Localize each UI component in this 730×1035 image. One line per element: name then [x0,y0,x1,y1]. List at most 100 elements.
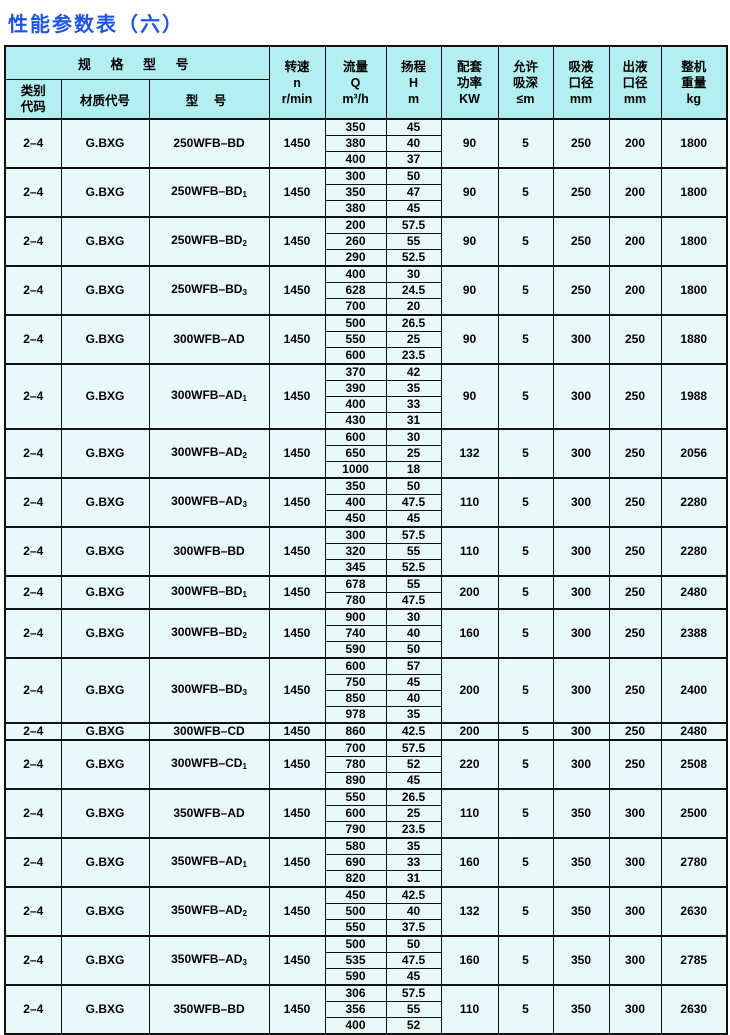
suction-depth-cell: 5 [497,935,554,986]
head-cell: 55 [385,575,442,593]
flow-cell: 500 [324,314,387,332]
material-code-cell: G.BXG [60,477,150,528]
header-class-code: 类别 代码 [4,79,62,120]
head-cell: 30 [385,608,442,626]
material-code-cell: G.BXG [60,886,150,937]
header-line: 允许 [513,59,539,74]
model-subscript: 3 [242,499,247,509]
header-power: 配套 功率 KW [440,45,499,120]
flow-cell: 600 [324,347,387,365]
head-cell: 45 [385,510,442,528]
table-row: 2–4 G.BXG 300WFB–AD 1450 500 26.5 90 5 300 250 188… [4,314,728,365]
flow-cell: 320 [324,543,387,560]
flow-cell: 306 [324,984,387,1002]
speed-cell: 1450 [268,477,326,528]
weight-cell: 2388 [660,608,728,659]
flow-cell: 400 [324,396,387,413]
inlet-diameter-cell: 300 [552,526,610,577]
header-line: Q [350,75,361,90]
flow-cell: 290 [324,249,387,267]
suction-depth-cell: 5 [497,722,554,741]
head-cell: 45 [385,118,442,136]
head-cell: 25 [385,805,442,822]
class-code-cell: 2–4 [4,526,62,577]
flow-cell: 700 [324,298,387,316]
flow-cell: 550 [324,331,387,348]
head-cell: 47.5 [385,592,442,610]
table-row: 2–4 G.BXG 350WFB–AD2 1450 450 42.5 132 5 350 300 2… [4,886,728,937]
table-row: 430 31 [5,412,727,430]
model-cell: 350WFB–AD3 [148,935,270,986]
header-line: 出液 [622,59,648,74]
header-line: 代码 [20,100,46,114]
inlet-diameter-cell: 300 [552,657,610,724]
model-cell: 300WFB–AD3 [148,477,270,528]
outlet-diameter-cell: 200 [608,118,662,169]
table-row: 628 24.5 [5,282,727,299]
table-row: 2–4 G.BXG 350WFB–BD 1450 306 57.5 110 5 350 300 26… [4,984,728,1035]
head-cell: 55 [385,543,442,560]
document-page: 性能参数表（六） 规 格 型 号 转速 n r/min 流量 Q m³/h [4,14,729,1035]
class-code-cell: 2–4 [4,575,62,610]
table-row: 2–4 G.BXG 250WFB–BD3 1450 400 30 90 5 250 200 1800 [4,265,728,316]
speed-cell: 1450 [268,167,326,218]
head-cell: 47.5 [385,952,442,969]
table-row: 400 37 [5,151,727,169]
header-line: H [409,75,419,90]
model-subscript: 3 [242,687,247,697]
head-cell: 42.5 [385,886,442,904]
head-cell: 45 [385,968,442,986]
table-row: 2–4 G.BXG 300WFB–AD1 1450 370 42 90 5 300 250 1988 [4,363,728,430]
flow-cell: 200 [324,216,387,234]
model-cell: 350WFB–AD2 [148,886,270,937]
table-row: 2–4 G.BXG 300WFB–BD1 1450 678 55 200 5 300 250 248… [4,575,728,610]
suction-depth-cell: 5 [497,118,554,169]
inlet-diameter-cell: 350 [552,984,610,1035]
head-cell: 57.5 [385,526,442,544]
table-row: 740 40 [5,625,727,642]
head-cell: 40 [385,690,442,707]
head-cell: 52 [385,1017,442,1035]
head-cell: 23.5 [385,821,442,839]
header-line: 转速 [284,59,310,74]
table-row: 2–4 G.BXG 250WFB–BD1 1450 300 50 90 5 250 200 1800 [4,167,728,218]
table-header: 规 格 型 号 转速 n r/min 流量 Q m³/h 扬程 H m 配 [4,45,728,120]
header-material-code: 材质代号 [60,79,150,120]
class-code-cell: 2–4 [4,837,62,888]
header-line: mm [623,91,647,106]
power-cell: 90 [440,265,499,316]
flow-cell: 860 [324,722,387,741]
outlet-diameter-cell: 300 [608,837,662,888]
speed-cell: 1450 [268,608,326,659]
flow-cell: 345 [324,559,387,577]
head-cell: 50 [385,935,442,953]
header-suction-depth: 允许 吸深 ≤m [497,45,554,120]
class-code-cell: 2–4 [4,265,62,316]
material-code-cell: G.BXG [60,314,150,365]
power-cell: 160 [440,608,499,659]
flow-cell: 550 [324,788,387,806]
outlet-diameter-cell: 250 [608,608,662,659]
head-cell: 33 [385,396,442,413]
model-subscript: 2 [242,630,247,640]
inlet-diameter-cell: 350 [552,788,610,839]
model-cell: 300WFB–AD2 [148,428,270,479]
table-row: 2–4 G.BXG 300WFB–CD1 1450 700 57.5 220 5 300 250 2… [4,739,728,790]
header-line: 扬程 [401,59,427,74]
head-cell: 45 [385,772,442,790]
power-cell: 160 [440,935,499,986]
flow-cell: 450 [324,510,387,528]
spec-table-body: 2–4 G.BXG 250WFB–BD 1450 350 45 90 5 250 200 1800 3… [4,118,728,1035]
weight-cell: 1800 [660,118,728,169]
inlet-diameter-cell: 350 [552,935,610,986]
head-cell: 35 [385,706,442,724]
flow-cell: 430 [324,412,387,430]
table-row: 380 40 [5,135,727,152]
power-cell: 110 [440,984,499,1035]
flow-cell: 350 [324,477,387,495]
head-cell: 24.5 [385,282,442,299]
power-cell: 200 [440,657,499,724]
header-model: 型 号 [148,79,270,120]
table-row: 550 25 [5,331,727,348]
model-subscript: 2 [242,238,247,248]
